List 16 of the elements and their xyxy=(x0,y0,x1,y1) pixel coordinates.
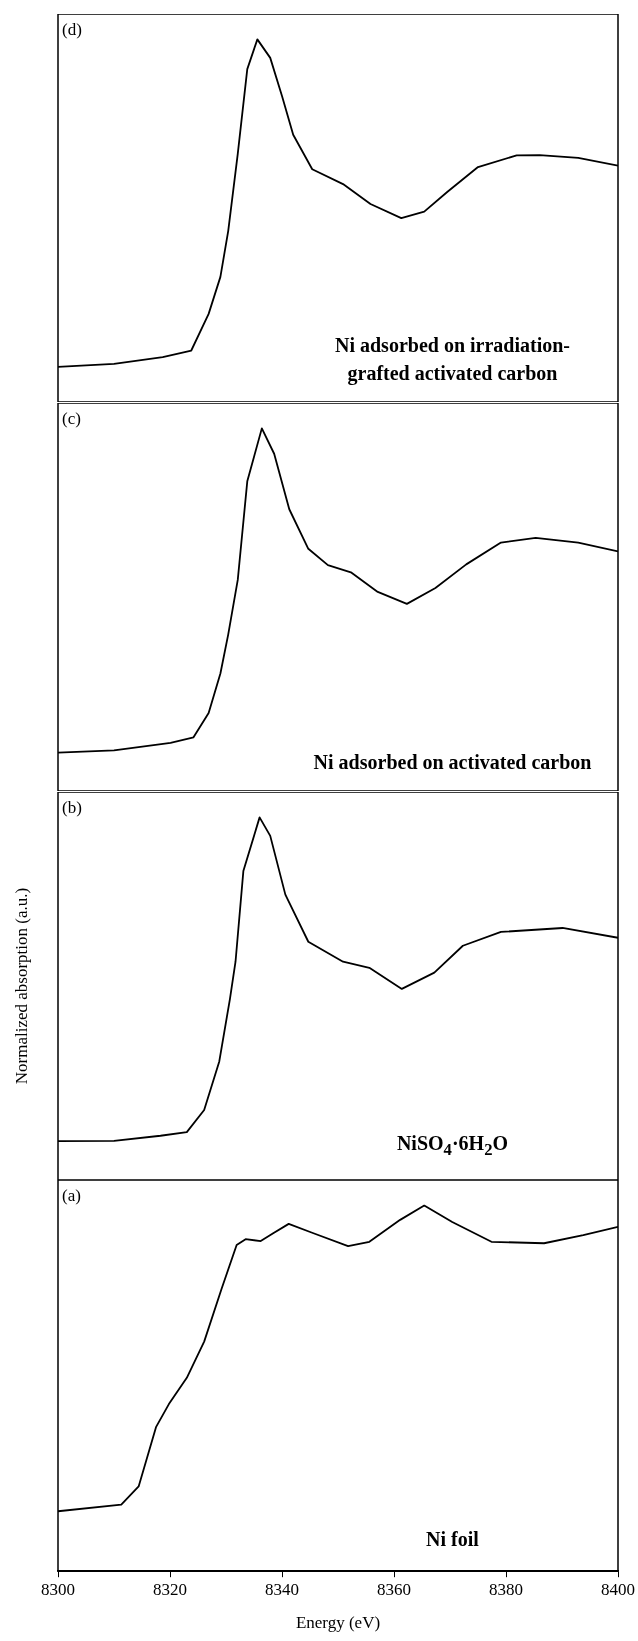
x-tick-label: 8300 xyxy=(41,1580,75,1600)
x-axis-title: Energy (eV) xyxy=(295,1613,381,1633)
annotation: Ni adsorbed on activated carbon xyxy=(312,749,593,775)
x-tick-label: 8320 xyxy=(153,1580,187,1600)
x-tick-label: 8380 xyxy=(489,1580,523,1600)
annotation: NiSO$_{4}$·6H$_{2}$O xyxy=(395,1131,510,1162)
text: (c) xyxy=(62,408,81,429)
x-tick-label: 8400 xyxy=(601,1580,635,1600)
text: (a) xyxy=(62,1186,81,1207)
annotation: Ni foil xyxy=(425,1527,480,1552)
text: (b) xyxy=(62,797,82,818)
text: (d) xyxy=(62,20,82,40)
y-axis-title: Normalized absorption (a.u.) xyxy=(12,887,32,1085)
x-tick-label: 8340 xyxy=(265,1580,299,1600)
annotation: Ni adsorbed on irradiation-grafted activated carbon xyxy=(334,332,571,387)
x-tick-label: 8360 xyxy=(377,1580,411,1600)
